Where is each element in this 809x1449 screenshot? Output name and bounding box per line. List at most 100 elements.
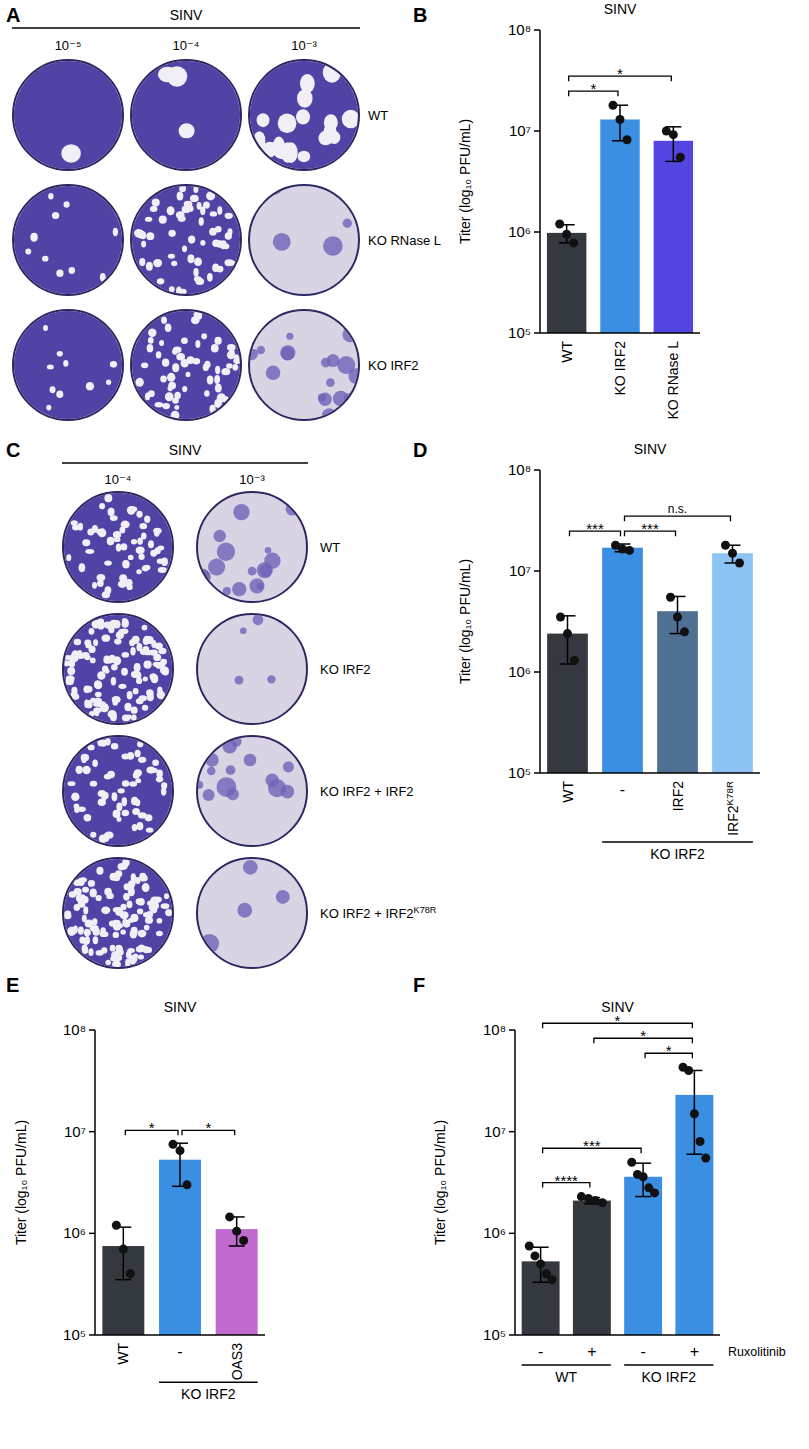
well: [130, 184, 242, 296]
plaque: [113, 907, 121, 913]
cell-patch: [213, 530, 226, 543]
plaque: [50, 386, 56, 393]
plaque: [152, 760, 159, 767]
plaque: [152, 198, 160, 206]
plaque: [146, 911, 153, 918]
y-tick: [509, 1334, 515, 1336]
plaque: [116, 802, 122, 811]
plaque: [116, 543, 122, 551]
category-label: -: [620, 781, 625, 798]
plaque: [105, 658, 113, 663]
plaque: [115, 870, 122, 877]
well: [12, 309, 124, 421]
cell-patch: [249, 578, 264, 593]
plaque: [162, 668, 169, 676]
x-axis: [540, 772, 760, 774]
significance-bracket: [625, 516, 731, 521]
plaque: [118, 580, 127, 588]
well-background: [196, 857, 308, 969]
cell-patch: [266, 178, 283, 195]
plaque: [167, 206, 175, 215]
plaque: [182, 245, 187, 252]
plaque-panel: CSINV10⁻⁴10⁻³WTKO IRF2KO IRF2 + IRF2KO I…: [6, 439, 437, 969]
plaque: [136, 569, 142, 574]
figure: ASINV10⁻⁵10⁻⁴10⁻³WTKO RNase LKO IRF2CSIN…: [0, 0, 809, 1449]
data-point: [676, 153, 685, 162]
plaque: [95, 895, 101, 901]
plaque: [56, 390, 63, 398]
chart-title: SINV: [604, 1, 637, 17]
plaque: [137, 538, 143, 545]
well-background: [130, 309, 242, 421]
plaque: [328, 131, 340, 144]
plaque: [139, 523, 147, 529]
data-point: [650, 1188, 659, 1197]
plaque: [156, 351, 162, 358]
well-background: [248, 59, 360, 171]
plaque: [171, 261, 177, 267]
plaque: [160, 376, 167, 383]
plaque: [94, 698, 102, 705]
plaque: [101, 947, 107, 953]
plaque: [79, 563, 86, 572]
plaque: [161, 903, 170, 909]
plaque: [154, 897, 162, 903]
well-rim: [63, 492, 173, 602]
data-point: [176, 1146, 185, 1155]
well: [248, 178, 360, 296]
plaque: [124, 703, 131, 711]
well-rim: [197, 858, 307, 968]
plaque: [131, 714, 137, 720]
plot-marks: [522, 1063, 714, 1335]
well-background: [12, 309, 124, 421]
plaque: [138, 930, 147, 938]
data-point: [126, 1269, 135, 1278]
y-axis-label: Titer (log₁₀ PFU/mL): [432, 1120, 448, 1245]
plaque: [159, 340, 164, 346]
plaque: [127, 691, 133, 699]
y-axis-label: Titer (log₁₀ PFU/mL): [457, 559, 473, 684]
plaque: [132, 636, 140, 644]
plaque: [281, 142, 295, 163]
plaque: [108, 507, 115, 516]
plaque: [214, 337, 221, 345]
data-point: [616, 115, 625, 124]
plaque: [143, 646, 149, 652]
plaque: [118, 684, 126, 689]
well-background: [248, 184, 360, 296]
y-tick-label: 10⁷: [484, 1123, 506, 1140]
cell-patch: [208, 559, 225, 576]
category-label: -: [177, 1343, 182, 1360]
plaque: [82, 766, 90, 774]
significance-label: ***: [583, 1137, 601, 1154]
plaque: [90, 658, 96, 664]
plaque: [64, 201, 70, 208]
plaque: [140, 231, 146, 239]
y-axis: [94, 1030, 96, 1335]
data-point: [556, 613, 565, 622]
plaque: [199, 217, 204, 226]
plaque: [113, 656, 121, 665]
plaque: [172, 363, 179, 372]
panel-letter: C: [6, 439, 20, 461]
plaque: [85, 920, 93, 928]
plaque: [140, 875, 148, 882]
plaque: [138, 812, 147, 818]
plaque: [111, 664, 118, 670]
error-cap: [533, 1246, 549, 1248]
error-bar: [172, 1143, 188, 1186]
plaque: [215, 384, 222, 393]
plaque: [136, 899, 141, 905]
data-point: [609, 101, 618, 110]
significance-label: ****: [555, 1172, 579, 1189]
plaque-panel: ASINV10⁻⁵10⁻⁴10⁻³WTKO RNase LKO IRF2: [6, 4, 441, 423]
plaque: [105, 960, 111, 965]
plaque: [194, 257, 202, 266]
plaque: [148, 540, 154, 548]
plaque: [169, 286, 175, 292]
panel-letter: B: [413, 4, 427, 26]
y-tick-label: 10⁵: [508, 764, 531, 781]
well: [62, 613, 174, 725]
plaque: [79, 936, 85, 943]
plaque: [67, 667, 75, 675]
